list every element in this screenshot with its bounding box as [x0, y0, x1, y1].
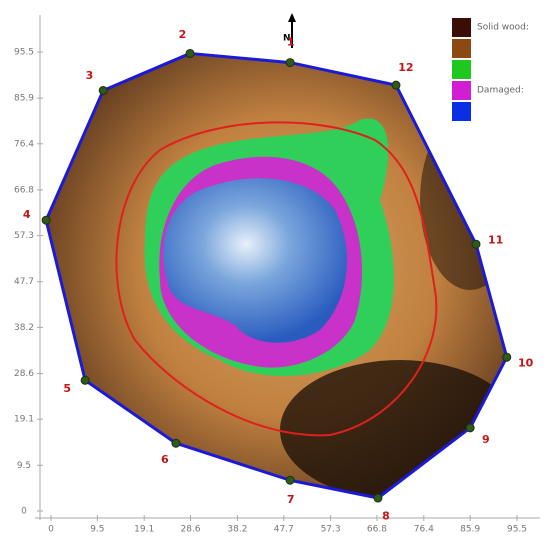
sensor: [98, 85, 108, 95]
y-tick-label: 85.9: [14, 94, 34, 104]
y-tick-label: 28.6: [14, 369, 34, 379]
dark-wood-area: [280, 360, 507, 499]
y-tick-label: 9.5: [17, 461, 31, 471]
sensor-label: 9: [482, 433, 490, 446]
red-contour: [115, 121, 438, 437]
legend-swatch: [452, 18, 471, 37]
x-tick-label: 19.1: [134, 525, 154, 535]
legend-label: Solid wood:: [477, 23, 529, 33]
x-tick-label: 76.4: [414, 525, 434, 535]
dark-wood-area: [420, 110, 507, 290]
x-tick-label: 95.5: [507, 525, 527, 535]
y-tick-label: 47.7: [14, 277, 34, 287]
north-arrowhead: [288, 13, 296, 22]
sensor: [465, 423, 475, 433]
sensor-label: 7: [287, 493, 295, 506]
sensor: [80, 375, 90, 385]
x-tick-label: 9.5: [90, 525, 104, 535]
sensor-label: 11: [488, 233, 503, 246]
sensor: [185, 48, 195, 58]
legend-label: Damaged:: [477, 86, 524, 96]
sensor: [502, 352, 512, 362]
cavity-zone: [163, 178, 347, 343]
x-tick-label: 47.7: [274, 525, 294, 535]
y-tick-label: 95.5: [14, 48, 34, 58]
x-tick-label: 85.9: [460, 525, 480, 535]
x-tick-label: 66.8: [367, 525, 387, 535]
y-tick-label: 76.4: [14, 139, 34, 149]
legend-swatch: [452, 39, 471, 58]
sensor: [41, 215, 51, 225]
sensor-label: 2: [179, 28, 187, 41]
y-tick-label: 19.1: [14, 415, 34, 425]
sensor-label: 3: [86, 69, 94, 82]
sensor: [471, 239, 481, 249]
north-label: N: [283, 34, 291, 44]
sensor-label: 6: [161, 453, 169, 466]
sensor: [285, 58, 295, 68]
sensor: [171, 438, 181, 448]
x-tick-label: 0: [48, 525, 54, 535]
x-tick-label: 28.6: [181, 525, 201, 535]
sensor: [391, 80, 401, 90]
sensor: [285, 475, 295, 485]
legend-swatch: [452, 102, 471, 121]
y-tick-label: 66.8: [14, 185, 34, 195]
x-tick-label: 57.3: [321, 525, 341, 535]
y-tick-label: 38.2: [14, 323, 34, 333]
sensor-label: 4: [23, 208, 31, 221]
sensor-label: 8: [382, 509, 390, 522]
x-tick-label: 38.2: [227, 525, 247, 535]
sensor-label: 1: [287, 36, 295, 49]
sensor-label: 10: [518, 357, 534, 370]
sensor-label: 12: [398, 61, 413, 74]
sensor-label: 5: [63, 382, 71, 395]
y-tick-label: 0: [21, 507, 27, 517]
legend-swatch: [452, 81, 471, 100]
legend-swatch: [452, 60, 471, 79]
sensor: [373, 493, 383, 503]
y-tick-label: 57.3: [14, 231, 34, 241]
